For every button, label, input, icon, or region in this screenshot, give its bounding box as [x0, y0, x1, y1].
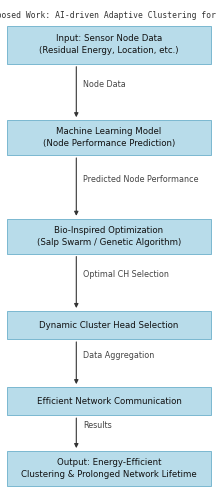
Text: Bio-Inspired Optimization
(Salp Swarm / Genetic Algorithm): Bio-Inspired Optimization (Salp Swarm / … [37, 226, 181, 246]
Text: Results: Results [83, 421, 112, 430]
FancyBboxPatch shape [7, 26, 211, 64]
Text: Proposed Work: AI-driven Adaptive Clustering for WSN: Proposed Work: AI-driven Adaptive Cluste… [0, 11, 218, 20]
Text: Dynamic Cluster Head Selection: Dynamic Cluster Head Selection [39, 321, 179, 329]
FancyBboxPatch shape [7, 451, 211, 486]
FancyBboxPatch shape [7, 311, 211, 339]
Text: Machine Learning Model
(Node Performance Prediction): Machine Learning Model (Node Performance… [43, 127, 175, 148]
Text: Node Data: Node Data [83, 80, 126, 89]
Text: Efficient Network Communication: Efficient Network Communication [37, 397, 181, 406]
Text: Optimal CH Selection: Optimal CH Selection [83, 270, 169, 280]
Text: Output: Energy-Efficient
Clustering & Prolonged Network Lifetime: Output: Energy-Efficient Clustering & Pr… [21, 458, 197, 479]
FancyBboxPatch shape [7, 387, 211, 415]
FancyBboxPatch shape [7, 219, 211, 254]
Text: Data Aggregation: Data Aggregation [83, 351, 154, 360]
Text: Input: Sensor Node Data
(Residual Energy, Location, etc.): Input: Sensor Node Data (Residual Energy… [39, 35, 179, 55]
FancyBboxPatch shape [7, 120, 211, 155]
Text: Predicted Node Performance: Predicted Node Performance [83, 175, 198, 184]
